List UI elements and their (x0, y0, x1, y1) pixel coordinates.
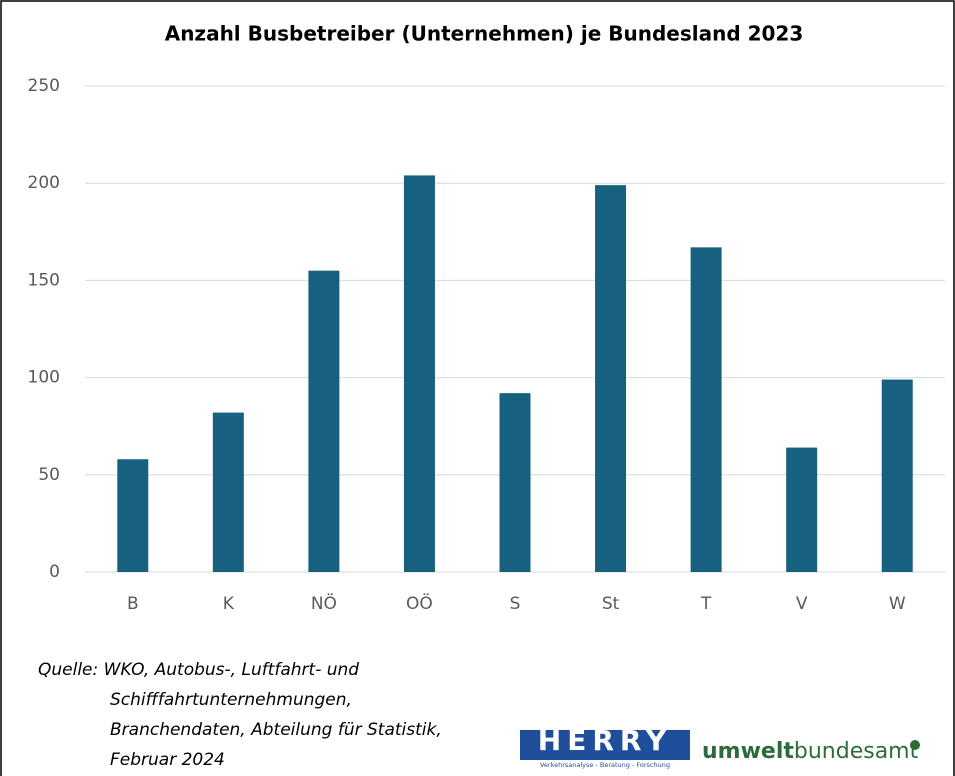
x-tick-label: T (700, 594, 712, 614)
logo-rest: bundesamt (794, 739, 919, 764)
x-tick-label: St (602, 594, 620, 614)
chart-title: Anzahl Busbetreiber (Unternehmen) je Bun… (165, 22, 804, 46)
logo-text: HERRY (538, 724, 672, 757)
source-line: Schifffahrtunternehmungen, (110, 690, 352, 710)
bar (786, 447, 818, 572)
x-tick-label: NÖ (311, 592, 337, 614)
x-tick-label: K (223, 594, 235, 614)
y-tick-label: 150 (28, 270, 60, 290)
bar (308, 270, 340, 572)
logo-dot (910, 740, 920, 750)
y-tick-label: 250 (28, 76, 60, 96)
x-tick-label: V (796, 594, 808, 614)
source-line: Quelle: WKO, Autobus-, Luftfahrt- und (38, 660, 359, 680)
y-tick-label: 100 (28, 368, 60, 388)
bar (403, 175, 435, 572)
logo-bg (520, 730, 690, 760)
x-tick-label: B (127, 594, 139, 614)
source-line: Branchendaten, Abteilung für Statistik, (110, 720, 442, 740)
bar (690, 247, 722, 573)
logo-tagline: Verkehrsanalyse - Beratung - Forschung (540, 761, 670, 769)
logo-bold: umwelt (702, 739, 794, 764)
bar (881, 379, 913, 572)
x-tick-label: W (889, 594, 906, 614)
x-tick-label: OÖ (406, 592, 433, 614)
bar (117, 459, 149, 572)
y-tick-label: 0 (49, 562, 60, 582)
bar (595, 185, 627, 573)
bar (499, 393, 531, 572)
bar (212, 412, 244, 572)
herry-logo: HERRY Verkehrsanalyse - Beratung - Forsc… (520, 724, 690, 769)
source-line: Februar 2024 (110, 750, 225, 770)
y-tick-label: 200 (28, 173, 60, 193)
x-tick-label: S (510, 594, 521, 614)
y-tick-label: 50 (38, 465, 60, 485)
umwelt-logo: umweltbundesamt (702, 739, 919, 764)
